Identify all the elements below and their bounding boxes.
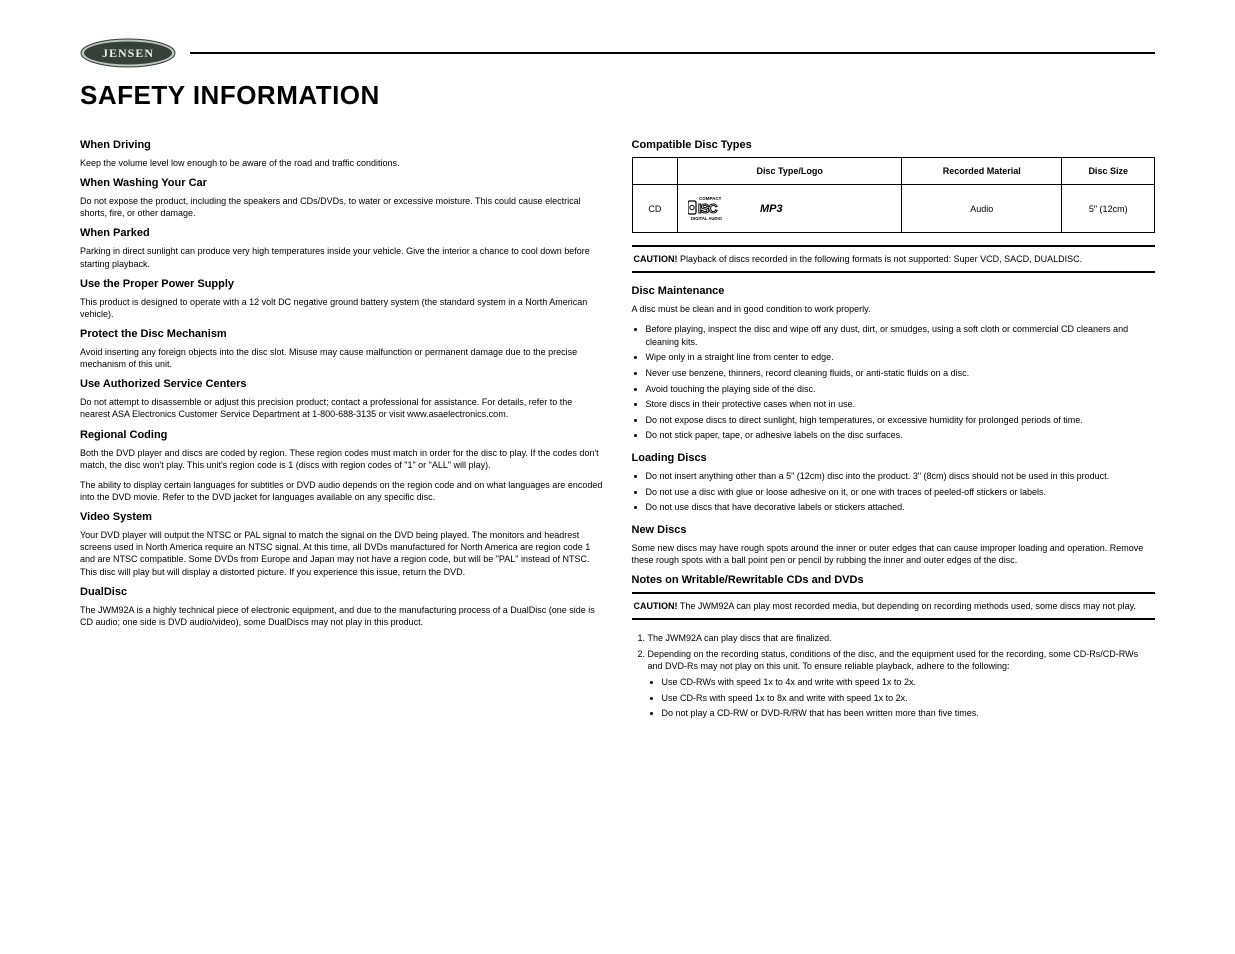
list-item: Use CD-RWs with speed 1x to 4x and write… [662, 676, 1156, 689]
para: A disc must be clean and in good conditi… [632, 303, 1156, 315]
para: Parking in direct sunlight can produce v… [80, 245, 604, 269]
list-item: Do not use a disc with glue or loose adh… [646, 486, 1156, 499]
content-columns: When Driving Keep the volume level low e… [80, 139, 1155, 730]
para: The JWM92A is a highly technical piece o… [80, 604, 604, 628]
page-title: SAFETY INFORMATION [80, 80, 1155, 111]
para: Do not attempt to disassemble or adjust … [80, 396, 604, 420]
heading-parked: When Parked [80, 227, 604, 239]
heading-writable: Notes on Writable/Rewritable CDs and DVD… [632, 574, 1156, 586]
list-item: Avoid touching the playing side of the d… [646, 383, 1156, 396]
right-column: Compatible Disc Types Disc Type/Logo Rec… [632, 139, 1156, 730]
heading-power: Use the Proper Power Supply [80, 278, 604, 290]
disc-maint-list: Before playing, inspect the disc and wip… [632, 323, 1156, 442]
table-row: CD COMPACT ISC DIGITAL AUDIO [632, 185, 1155, 233]
loading-list: Do not insert anything other than a 5" (… [632, 470, 1156, 514]
heading-disc-mech: Protect the Disc Mechanism [80, 328, 604, 340]
brand-logo: JENSEN [80, 38, 176, 68]
cell-logos: COMPACT ISC DIGITAL AUDIO MP3 [678, 185, 902, 233]
svg-text:ISC: ISC [698, 201, 718, 216]
list-item: Do not insert anything other than a 5" (… [646, 470, 1156, 483]
heading-region: Regional Coding [80, 429, 604, 441]
list-item: Before playing, inspect the disc and wip… [646, 323, 1156, 348]
cell-type: CD [632, 185, 678, 233]
caution-text: The JWM92A can play most recorded media,… [678, 601, 1136, 611]
para: Both the DVD player and discs are coded … [80, 447, 604, 471]
caution-block: CAUTION! Playback of discs recorded in t… [632, 245, 1156, 273]
heading-when-driving: When Driving [80, 139, 604, 151]
compact-disc-icon: COMPACT ISC DIGITAL AUDIO [688, 194, 732, 224]
caution-text: Playback of discs recorded in the follow… [678, 254, 1083, 264]
svg-text:DIGITAL AUDIO: DIGITAL AUDIO [691, 216, 723, 221]
mp3-icon: MP3 [760, 200, 798, 218]
svg-text:MP3: MP3 [760, 203, 783, 215]
th-blank [632, 158, 678, 185]
list-item: Do not use discs that have decorative la… [646, 501, 1156, 514]
para: Do not expose the product, including the… [80, 195, 604, 219]
list-item: Depending on the recording status, condi… [648, 648, 1156, 720]
cell-material: Audio [902, 185, 1062, 233]
para: Keep the volume level low enough to be a… [80, 157, 604, 169]
list-item: Wipe only in a straight line from center… [646, 351, 1156, 364]
th-recorded-material: Recorded Material [902, 158, 1062, 185]
left-column: When Driving Keep the volume level low e… [80, 139, 604, 730]
list-item: Do not play a CD-RW or DVD-R/RW that has… [662, 707, 1156, 720]
writable-list: The JWM92A can play discs that are final… [632, 632, 1156, 720]
heading-compatible: Compatible Disc Types [632, 139, 1156, 151]
list-item: Do not stick paper, tape, or adhesive la… [646, 429, 1156, 442]
list-item: Never use benzene, thinners, record clea… [646, 367, 1156, 380]
heading-video: Video System [80, 511, 604, 523]
para: The ability to display certain languages… [80, 479, 604, 503]
heading-loading: Loading Discs [632, 452, 1156, 464]
caution-label: CAUTION! [634, 254, 678, 264]
heading-dualdisc: DualDisc [80, 586, 604, 598]
list-item-text: Depending on the recording status, condi… [648, 649, 1139, 672]
heading-disc-maint: Disc Maintenance [632, 285, 1156, 297]
header-rule [190, 52, 1155, 54]
writable-sub-list: Use CD-RWs with speed 1x to 4x and write… [648, 676, 1156, 720]
para: Your DVD player will output the NTSC or … [80, 529, 604, 578]
list-item: Use CD-Rs with speed 1x to 8x and write … [662, 692, 1156, 705]
caution-label: CAUTION! [634, 601, 678, 611]
list-item: Store discs in their protective cases wh… [646, 398, 1156, 411]
svg-text:JENSEN: JENSEN [102, 46, 154, 60]
th-disc-type: Disc Type/Logo [678, 158, 902, 185]
para: Avoid inserting any foreign objects into… [80, 346, 604, 370]
heading-washing: When Washing Your Car [80, 177, 604, 189]
th-disc-size: Disc Size [1062, 158, 1155, 185]
caution-block: CAUTION! The JWM92A can play most record… [632, 592, 1156, 620]
heading-new-discs: New Discs [632, 524, 1156, 536]
compatible-disc-table: Disc Type/Logo Recorded Material Disc Si… [632, 157, 1156, 233]
list-item: The JWM92A can play discs that are final… [648, 632, 1156, 645]
page-header: JENSEN [80, 38, 1155, 68]
para: This product is designed to operate with… [80, 296, 604, 320]
cell-size: 5" (12cm) [1062, 185, 1155, 233]
heading-service: Use Authorized Service Centers [80, 378, 604, 390]
para: Some new discs may have rough spots arou… [632, 542, 1156, 566]
list-item: Do not expose discs to direct sunlight, … [646, 414, 1156, 427]
